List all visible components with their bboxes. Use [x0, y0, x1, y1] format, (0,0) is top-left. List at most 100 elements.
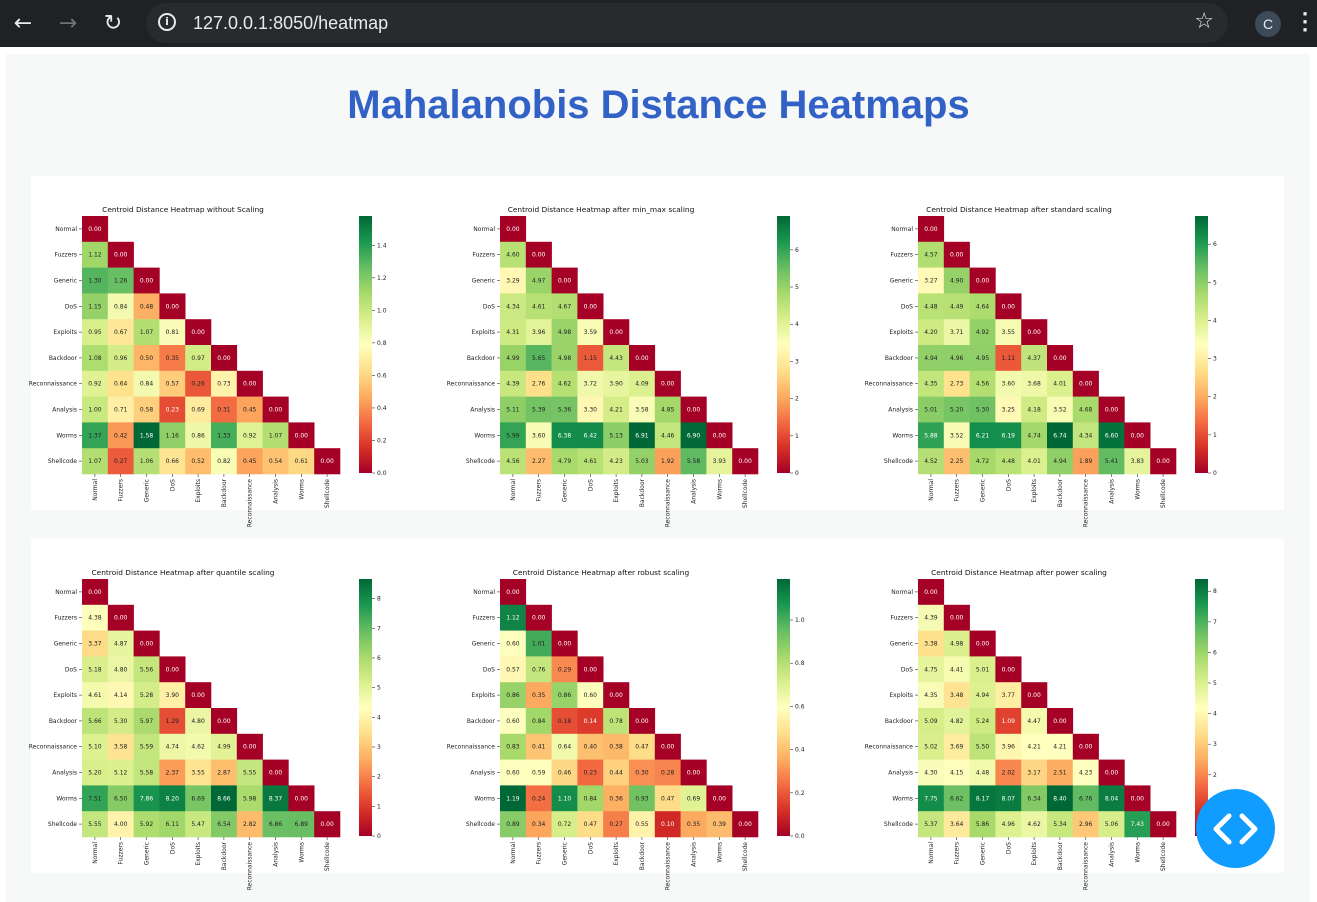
- cell-value-label: 5.39: [532, 407, 546, 414]
- dash-debug-button[interactable]: [1196, 789, 1275, 868]
- x-tick-label: Normal: [928, 842, 935, 864]
- cell-value-label: 6.42: [584, 432, 598, 439]
- x-tick-label: Reconnaissance: [1083, 479, 1090, 528]
- cell-value-label: 1.15: [88, 303, 102, 310]
- url-text[interactable]: 127.0.0.1:8050/heatmap: [193, 13, 389, 33]
- cell-value-label: 7.86: [140, 795, 154, 802]
- heatmap-cell: [1047, 448, 1074, 475]
- reload-icon[interactable]: ↻: [103, 11, 123, 36]
- heatmap-cell: [82, 319, 109, 346]
- colorbar: [777, 579, 790, 836]
- cell-value-label: 1.15: [584, 355, 598, 362]
- cell-value-label: 4.74: [1027, 432, 1041, 439]
- x-tick-label: Exploits: [613, 842, 620, 866]
- cell-value-label: 7.43: [1131, 821, 1145, 828]
- x-tick-label: Shellcode: [742, 479, 749, 508]
- x-tick-label: Generic: [562, 842, 569, 865]
- cell-value-label: 1.16: [166, 432, 180, 439]
- profile-avatar[interactable]: C: [1255, 11, 1281, 37]
- heatmap-cell: [995, 682, 1022, 709]
- heatmap-cell: [185, 733, 212, 760]
- cell-value-label: 3.55: [191, 770, 205, 777]
- cell-value-label: 0.69: [191, 407, 205, 414]
- heatmap-cell: [943, 733, 970, 760]
- cell-value-label: 0.24: [532, 795, 546, 802]
- heatmap-title: Centroid Distance Heatmap after min_max …: [508, 205, 695, 214]
- heatmap-cell: [1072, 759, 1099, 786]
- heatmap-cell: [995, 293, 1022, 320]
- star-icon[interactable]: ☆: [1194, 9, 1214, 34]
- heatmap-3: Centroid Distance Heatmap after standard…: [865, 205, 1217, 527]
- heatmap-cell: [107, 267, 134, 294]
- colorbar-tick-label: 2: [795, 396, 799, 403]
- colorbar: [359, 216, 372, 473]
- cell-value-label: 1.30: [88, 278, 102, 285]
- heatmap-cell: [706, 448, 733, 475]
- cell-value-label: 0.78: [609, 718, 623, 725]
- cell-value-label: 2.25: [950, 458, 964, 465]
- heatmap-cell: [680, 396, 707, 423]
- address-bar[interactable]: i 127.0.0.1:8050/heatmap ☆: [146, 3, 1228, 43]
- cell-value-label: 4.30: [924, 770, 938, 777]
- cell-value-label: 0.00: [166, 666, 180, 673]
- cell-value-label: 6.76: [1079, 795, 1093, 802]
- kebab-menu-icon[interactable]: · · ·: [1301, 4, 1309, 41]
- cell-value-label: 4.64: [976, 303, 990, 310]
- heatmap-cell: [159, 682, 186, 709]
- cell-value-label: 0.52: [191, 458, 205, 465]
- info-icon[interactable]: i: [158, 13, 176, 31]
- heatmap-cell: [654, 422, 681, 449]
- y-tick-label: Exploits: [53, 329, 77, 336]
- y-tick-label: DoS: [65, 303, 77, 310]
- cell-value-label: 0.00: [114, 252, 128, 259]
- cell-value-label: 0.00: [1053, 718, 1067, 725]
- cell-value-label: 0.23: [584, 770, 598, 777]
- cell-value-label: 0.00: [558, 641, 572, 648]
- heatmap-cell: [577, 656, 604, 683]
- cell-value-label: 6.90: [687, 432, 701, 439]
- x-tick-label: Exploits: [1031, 842, 1038, 866]
- heatmap-cell: [185, 319, 212, 346]
- heatmap-cell: [732, 448, 759, 475]
- cell-value-label: 0.86: [506, 692, 520, 699]
- forward-arrow-icon[interactable]: →: [58, 11, 78, 36]
- heatmap-cell: [159, 708, 186, 735]
- cell-value-label: 0.69: [687, 795, 701, 802]
- cell-value-label: 4.60: [506, 252, 520, 259]
- heatmap-cell: [82, 604, 109, 631]
- cell-value-label: 0.54: [269, 458, 283, 465]
- colorbar-tick-label: 6: [795, 247, 799, 254]
- colorbar-tick-label: 7: [1213, 619, 1217, 626]
- cell-value-label: 0.00: [924, 589, 938, 596]
- cell-value-label: 5.99: [506, 432, 520, 439]
- heatmap-cell: [133, 733, 160, 760]
- cell-value-label: 4.35: [924, 381, 938, 388]
- cell-value-label: 1.10: [558, 795, 572, 802]
- heatmap-cell: [943, 345, 970, 372]
- cell-value-label: 0.00: [1027, 329, 1041, 336]
- cell-value-label: 3.55: [1002, 329, 1016, 336]
- colorbar-tick-label: 2: [1213, 394, 1217, 401]
- heatmap-cell: [577, 293, 604, 320]
- y-tick-label: Backdoor: [49, 355, 78, 362]
- heatmap-cell: [159, 422, 186, 449]
- cell-value-label: 0.00: [1002, 666, 1016, 673]
- heatmap-cell: [1072, 396, 1099, 423]
- cell-value-label: 0.00: [1027, 692, 1041, 699]
- heatmap-cell: [943, 396, 970, 423]
- back-arrow-icon[interactable]: ←: [13, 11, 33, 36]
- heatmap-cell: [995, 759, 1022, 786]
- heatmap-cell: [82, 682, 109, 709]
- heatmap-cell: [500, 733, 527, 760]
- heatmap-cell: [577, 370, 604, 397]
- x-tick-label: Normal: [510, 479, 517, 501]
- x-tick-label: Backdoor: [1057, 841, 1064, 870]
- cell-value-label: 6.60: [1105, 432, 1119, 439]
- cell-value-label: 3.29: [506, 278, 520, 285]
- cell-value-label: 0.00: [713, 432, 727, 439]
- heatmap-cell: [551, 370, 578, 397]
- heatmap-cell: [1150, 811, 1177, 838]
- cell-value-label: 6.62: [950, 795, 964, 802]
- heatmap-cell: [82, 656, 109, 683]
- colorbar-tick-label: 0.4: [795, 747, 805, 754]
